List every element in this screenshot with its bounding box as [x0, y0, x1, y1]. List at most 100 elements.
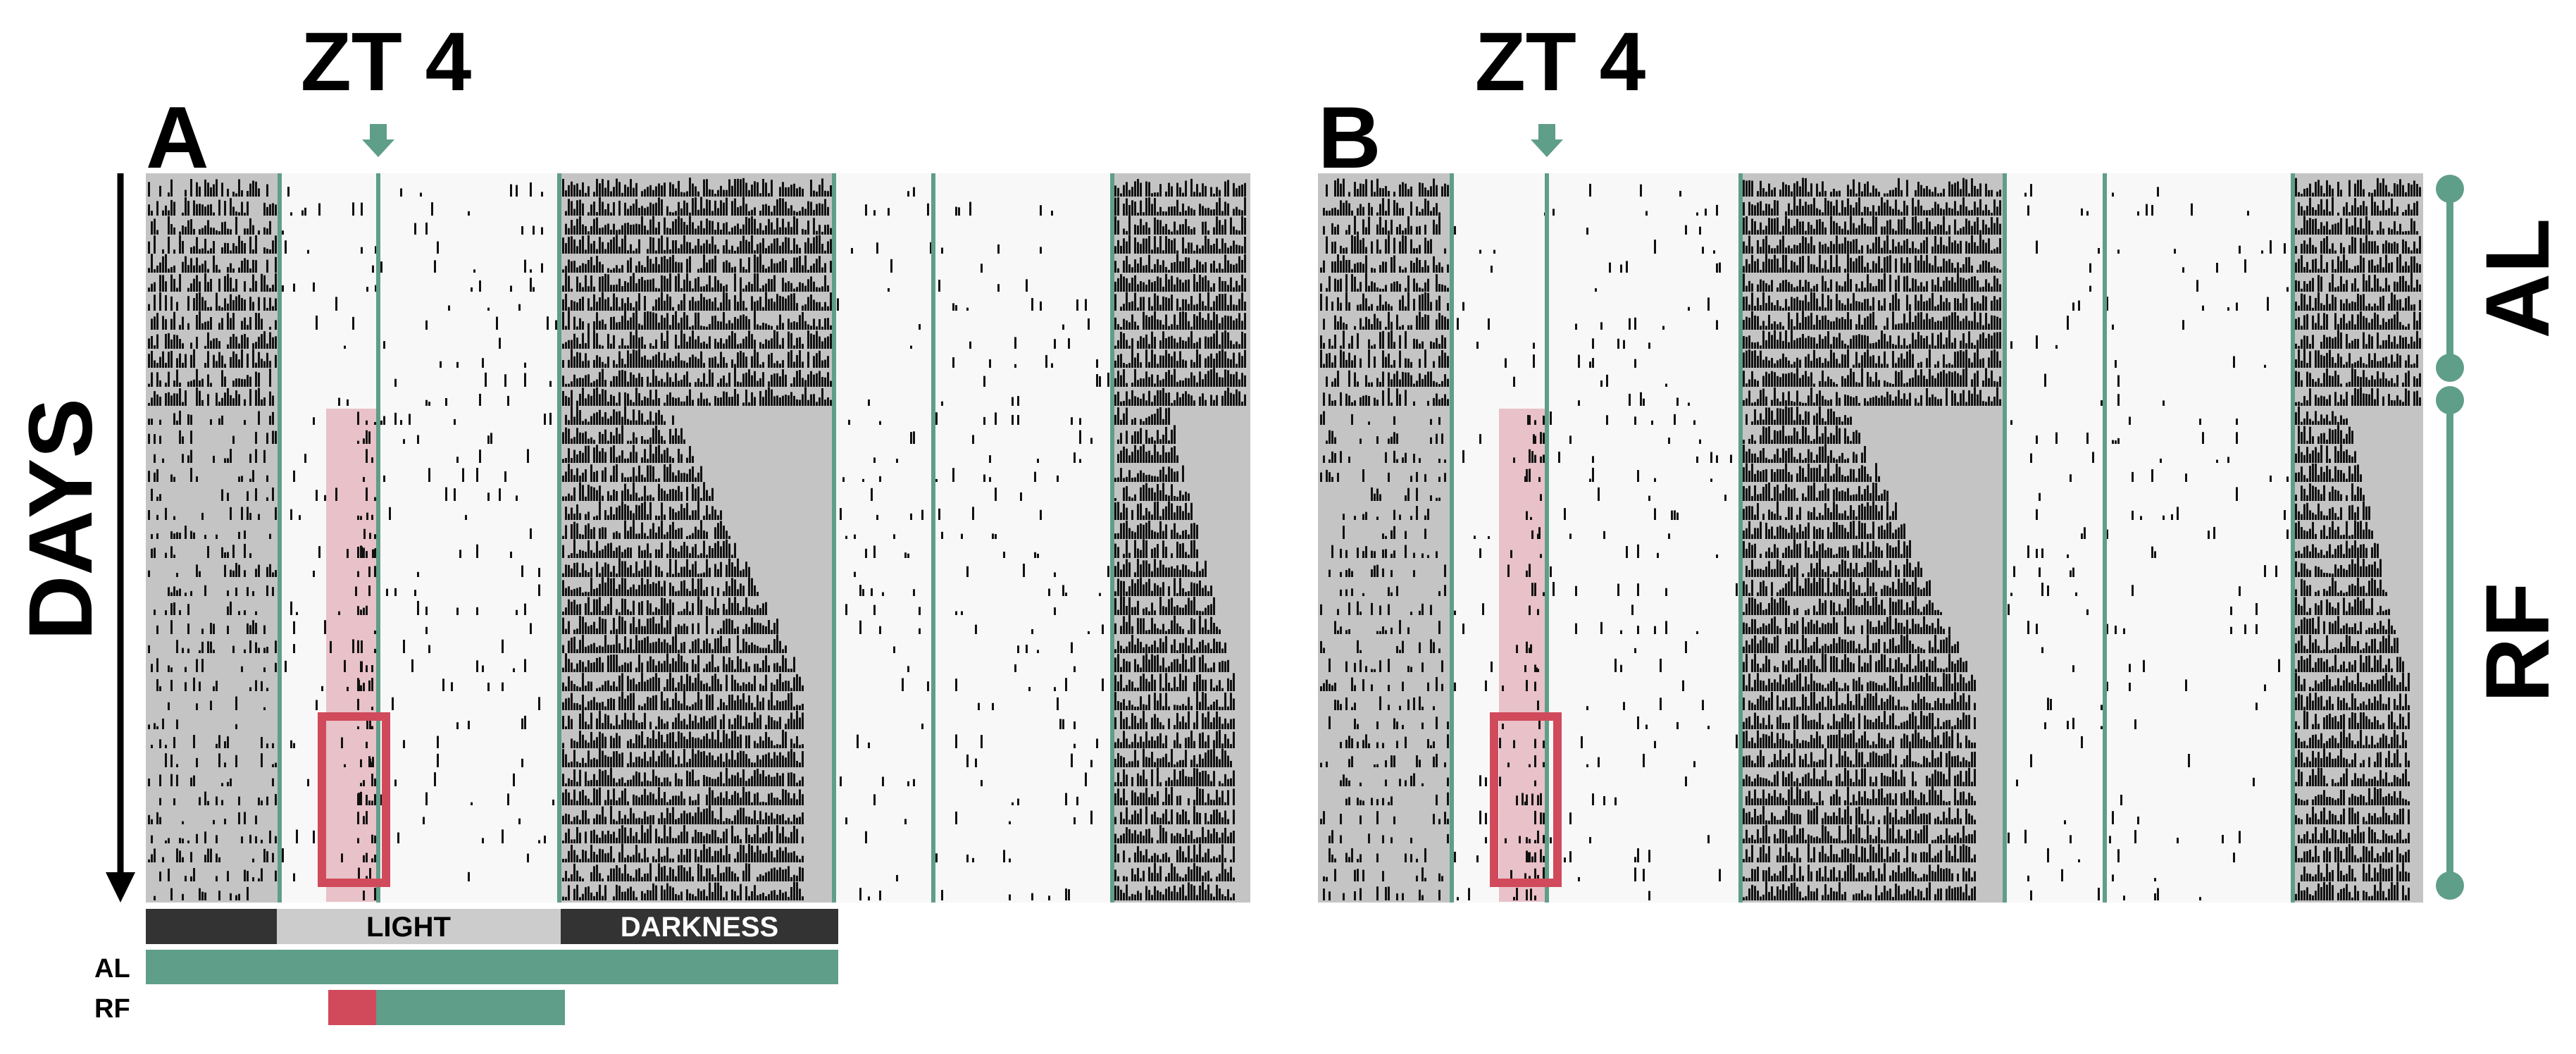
activity-bout	[196, 833, 198, 843]
activity-bout	[221, 355, 223, 368]
activity-bout	[641, 640, 643, 653]
activity-bout	[709, 567, 711, 577]
activity-bout	[252, 274, 254, 292]
activity-bout	[602, 685, 604, 691]
activity-bout	[686, 588, 688, 596]
activity-bout	[1196, 259, 1198, 273]
activity-bout	[456, 607, 459, 615]
activity-bout	[723, 714, 725, 729]
activity-bout	[624, 662, 626, 672]
activity-bout	[576, 246, 578, 254]
activity-bout	[720, 807, 722, 824]
activity-bout	[675, 717, 677, 729]
activity-bout	[720, 200, 722, 216]
activity-bout	[689, 280, 691, 292]
activity-bout	[782, 395, 784, 406]
activity-bout	[587, 231, 590, 235]
activity-bout	[590, 644, 592, 653]
activity-bout	[1179, 771, 1181, 786]
activity-bout	[151, 835, 153, 843]
activity-bout	[568, 448, 570, 463]
activity-bout	[630, 526, 632, 539]
activity-bout	[1165, 191, 1167, 197]
activity-bout	[610, 317, 612, 330]
activity-bout	[1216, 685, 1218, 691]
activity-bout	[771, 222, 773, 235]
activity-bout	[541, 192, 543, 197]
activity-bout	[272, 430, 274, 444]
activity-bout	[762, 361, 764, 368]
activity-bout	[324, 620, 326, 634]
activity-bout	[409, 414, 411, 425]
activity-bout	[742, 807, 745, 824]
activity-bout	[734, 316, 736, 330]
activity-bout	[621, 777, 623, 786]
activity-bout	[414, 223, 416, 235]
activity-bout	[717, 364, 719, 368]
activity-bout	[1123, 238, 1125, 254]
activity-bout	[621, 370, 623, 387]
activity-bout	[776, 294, 778, 311]
activity-bout	[360, 609, 362, 615]
activity-bout	[168, 702, 170, 710]
activity-bout	[813, 264, 815, 273]
activity-bout	[1205, 560, 1207, 577]
activity-bout	[644, 848, 646, 862]
activity-bout	[1171, 786, 1173, 805]
activity-bout	[745, 662, 747, 672]
activity-bout	[521, 226, 523, 235]
activity-bout	[664, 402, 666, 406]
activity-bout	[176, 369, 178, 387]
activity-bout	[857, 734, 859, 748]
activity-bout	[1131, 278, 1133, 292]
activity-bout	[658, 623, 660, 634]
activity-bout	[156, 313, 158, 330]
activity-bout	[360, 685, 362, 691]
activity-bout	[1216, 790, 1218, 805]
activity-bout	[641, 216, 643, 235]
activity-bout	[1134, 181, 1136, 197]
activity-bout	[596, 387, 598, 406]
activity-bout	[714, 597, 716, 615]
activity-bout	[672, 306, 674, 311]
activity-bout	[1179, 743, 1181, 748]
activity-bout	[272, 306, 274, 311]
activity-bout	[734, 597, 736, 615]
activity-bout	[697, 638, 699, 653]
activity-bout	[664, 450, 666, 463]
activity-bout	[773, 684, 776, 691]
activity-bout	[1182, 704, 1184, 710]
activity-bout	[748, 577, 750, 596]
activity-bout	[644, 296, 646, 311]
activity-bout	[830, 399, 832, 406]
activity-bout	[754, 397, 756, 406]
activity-bout	[728, 738, 730, 748]
activity-bout	[562, 667, 564, 672]
activity-bout	[1151, 331, 1153, 349]
activity-bout	[748, 735, 750, 748]
activity-bout	[238, 531, 240, 539]
activity-bout	[227, 312, 229, 330]
activity-bout	[754, 609, 756, 615]
activity-bout	[1114, 533, 1116, 539]
activity-bout	[599, 432, 601, 444]
activity-bout	[230, 229, 232, 235]
activity-bout	[199, 390, 201, 406]
activity-bout	[148, 570, 150, 577]
activity-bout	[218, 323, 220, 330]
activity-bout	[711, 506, 714, 520]
activity-bout	[590, 486, 592, 501]
activity-bout	[585, 192, 587, 197]
activity-bout	[1196, 282, 1198, 292]
activity-bout	[366, 287, 368, 292]
activity-bout	[610, 736, 612, 748]
activity-bout	[697, 574, 699, 577]
activity-bout	[1120, 812, 1122, 824]
activity-bout	[372, 265, 374, 273]
activity-bout	[190, 258, 192, 273]
activity-bout	[182, 212, 184, 216]
activity-bout	[269, 332, 271, 349]
activity-bout	[706, 776, 708, 786]
activity-bout	[199, 681, 201, 691]
activity-bout	[201, 248, 204, 254]
